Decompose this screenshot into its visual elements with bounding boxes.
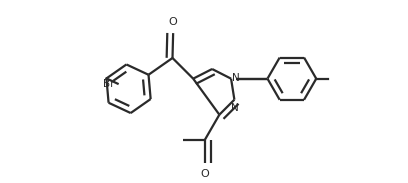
Text: N: N [232,73,240,83]
Text: O: O [169,17,177,27]
Text: N: N [231,103,238,113]
Text: O: O [200,169,209,179]
Text: Br: Br [103,79,114,89]
